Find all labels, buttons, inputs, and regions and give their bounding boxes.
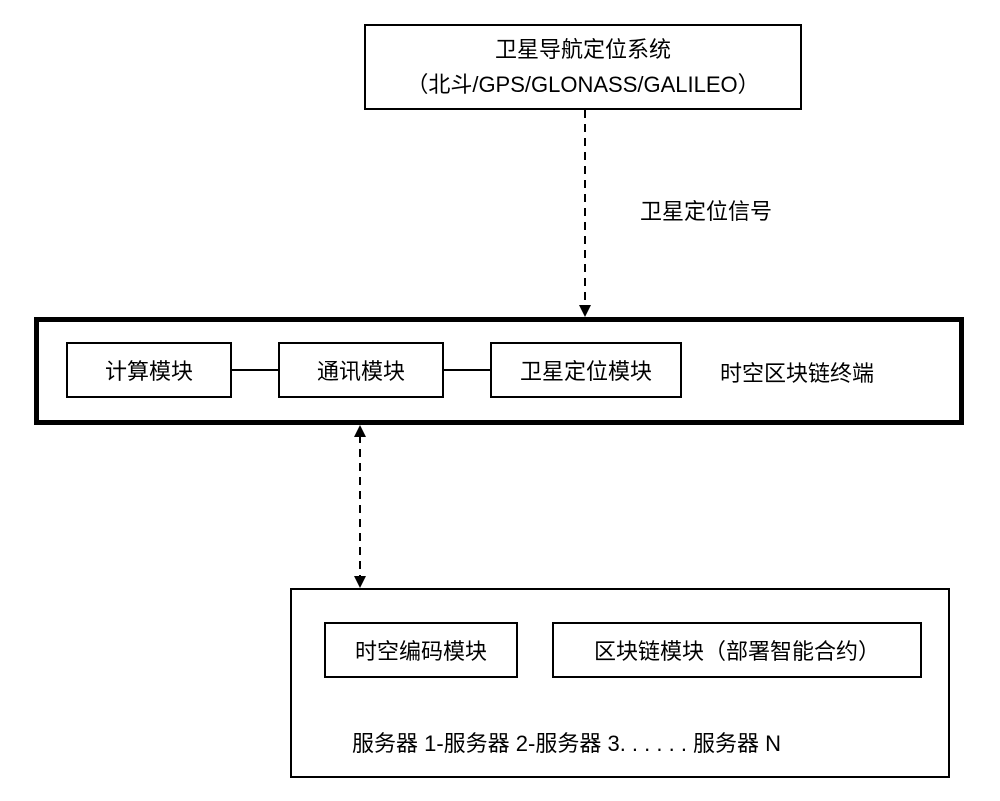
satellite-system-subtitle: （北斗/GPS/GLONASS/GALILEO） xyxy=(406,67,759,102)
comm-module-label: 通讯模块 xyxy=(317,354,405,386)
spacetime-module-box: 时空编码模块 xyxy=(324,622,518,678)
satellite-system-title: 卫星导航定位系统 xyxy=(406,32,759,67)
blockchain-module-box: 区块链模块（部署智能合约） xyxy=(552,622,922,678)
arrow-comm-server-bottom xyxy=(354,576,366,588)
terminal-label: 时空区块链终端 xyxy=(720,356,874,388)
blockchain-module-label: 区块链模块（部署智能合约） xyxy=(594,634,880,666)
calc-module-label: 计算模块 xyxy=(105,354,193,386)
server-list-label: 服务器 1-服务器 2-服务器 3. . . . . . 服务器 N xyxy=(352,726,781,758)
gps-module-label: 卫星定位模块 xyxy=(520,354,652,386)
gps-module-box: 卫星定位模块 xyxy=(490,342,682,398)
arrow-satellite-terminal xyxy=(579,305,591,317)
comm-module-box: 通讯模块 xyxy=(278,342,444,398)
satellite-system-box: 卫星导航定位系统 （北斗/GPS/GLONASS/GALILEO） xyxy=(364,24,802,110)
signal-label: 卫星定位信号 xyxy=(640,194,772,226)
spacetime-module-label: 时空编码模块 xyxy=(355,634,487,666)
calc-module-box: 计算模块 xyxy=(66,342,232,398)
arrow-comm-server-top xyxy=(354,425,366,437)
